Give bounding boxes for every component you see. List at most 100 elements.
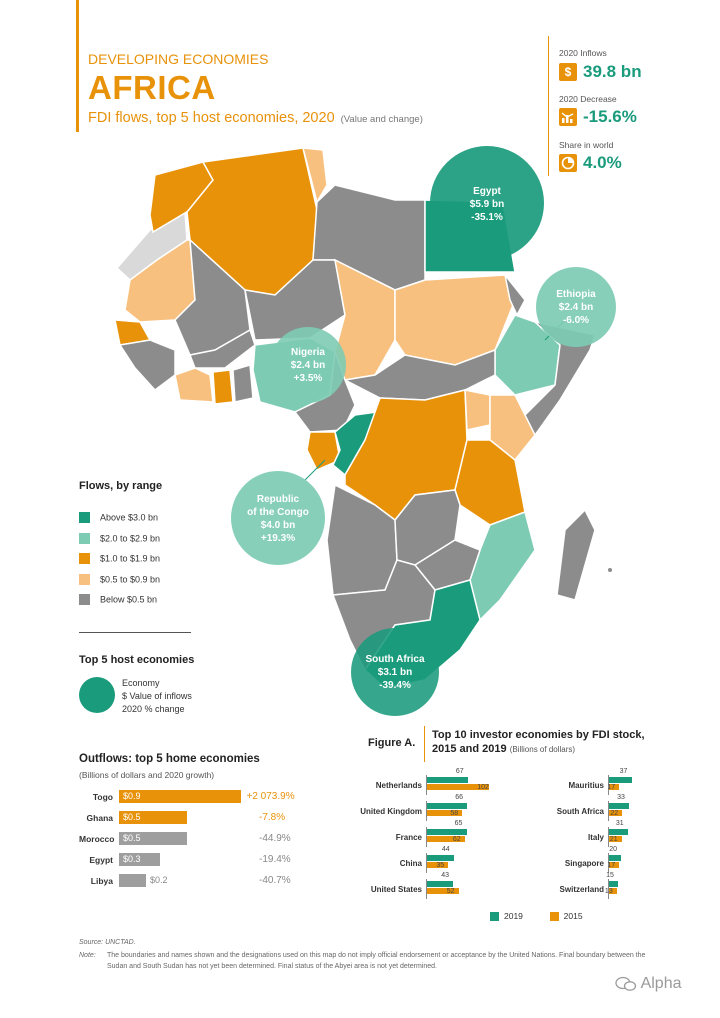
key-stats-panel: 2020 Inflows $ 39.8 bn 2020 Decrease -15… [548,36,679,176]
investor-bar-2019 [609,855,622,861]
subtitle-note: (Value and change) [340,114,423,125]
bubble-congo: Republic of the Congo $4.0 bn +19.3% [231,459,326,565]
outflow-value-label: $0.3 [123,854,141,864]
investor-row: United Kingdom 66 58 [340,794,490,821]
stat-decrease-label: 2020 Decrease [559,94,617,104]
legend-label-2015: 2015 [563,911,583,921]
investor-country-label: Mauritius [568,781,604,790]
investor-bar-2019 [427,829,467,835]
investor-axis-line [608,879,609,899]
outflow-country-label: Togo [92,792,113,802]
map-region-cote-divoire [174,367,214,403]
investor-bar-2015 [427,784,490,790]
outflow-bar [119,874,146,887]
bubble-congo-value: $4.0 bn [261,520,295,531]
figure-a-label: Figure A. [368,737,416,749]
legend-item: $2.0 to $2.9 bn [79,533,160,545]
chat-bubble-icon [615,976,637,991]
watermark: Alpha [615,975,681,993]
figure-a-title-line2: 2015 and 2019 [432,743,507,755]
investor-bar-2015 [609,862,620,868]
investor-economies-chart: Netherlands 67 102 United Kingdom 66 58 France… [340,768,680,913]
figure-a-title-line1: Top 10 investor economies by FDI stock, [432,729,645,741]
top5-key-line: 2020 % change [122,704,185,714]
stat-decrease-value: -15.6% [583,107,637,126]
footnote-text: The boundaries and names shown and the d… [107,952,646,970]
legend-item: Above $3.0 bn [79,512,158,524]
source-note: Source: UNCTAD. [79,939,136,946]
investor-value-label: 37 [619,768,628,775]
outflows-subtitle: (Billions of dollars and 2020 growth) [79,770,215,780]
investor-axis-line [426,827,427,847]
investor-country-label: China [399,859,422,868]
investor-axis-line [608,827,609,847]
outflow-row: Morocco $0.5 -44.9% [79,832,339,846]
investor-axis-line [608,853,609,873]
investor-bar-2019 [609,829,628,835]
investor-value-label: 67 [455,768,464,775]
outflow-bar [119,853,160,866]
figure-a-unit: (Billions of dollars) [509,745,576,754]
stat-inflows-label: 2020 Inflows [559,48,607,58]
bubble-nigeria: Nigeria $2.4 bn +3.5% [270,327,346,403]
legend-title: Flows, by range [79,480,163,492]
subtitle-text: FDI flows, top 5 host economies, 2020 [88,110,335,126]
investor-bar-2015 [427,862,449,868]
bubble-nigeria-name: Nigeria [291,347,325,358]
map-region-togo-benin [232,364,254,403]
investor-bar-2019 [609,881,619,887]
bubble-south-africa-value: $3.1 bn [378,667,412,678]
investor-bar-2015 [427,836,465,842]
top5-title: Top 5 host economies [79,654,195,666]
map-region-madagascar [556,508,596,601]
investor-row: Italy 31 21 [522,820,672,847]
investor-country-label: South Africa [556,807,604,816]
investor-bar-2015 [609,836,622,842]
decrease-chart-icon [559,108,577,126]
outflow-value-label: $0.9 [123,791,141,801]
investor-bar-2019 [609,803,630,809]
outflow-country-label: Ghana [86,813,113,823]
investor-row: South Africa 33 22 [522,794,672,821]
investor-value-label: 31 [615,820,624,827]
investor-country-label: France [395,833,422,842]
bubble-nigeria-value: $2.4 bn [291,360,325,371]
outflow-row: Egypt $0.3 -19.4% [79,853,339,867]
legend-label: Above $3.0 bn [100,512,159,523]
legend-swatch [79,533,90,545]
investor-bar-2019 [427,803,468,809]
investor-bar-2019 [609,777,632,783]
investor-row: China 44 35 [340,846,490,873]
bubble-egypt-value: $5.9 bn [470,199,504,210]
top5-key-line: $ Value of inflows [122,691,192,701]
legend-swatch-2019 [490,912,499,922]
page-title: AFRICA [88,69,216,106]
header-accent-bar [76,0,79,132]
investor-country-label: United States [370,885,422,894]
outflow-bar [119,790,241,803]
legend-label: $2.0 to $2.9 bn [100,533,161,544]
map-region-tunisia [302,147,328,204]
investor-value-label: 58 [450,810,459,817]
outflow-growth-label: -40.7% [259,875,291,886]
map-region-gabon [306,431,341,471]
map-region-mozambique [469,511,536,622]
investor-value-label: 33 [617,794,625,801]
investor-country-label: United Kingdom [360,807,422,816]
investor-axis-line [426,879,427,899]
investor-country-label: Switzerland [559,885,604,894]
investor-country-label: Singapore [564,859,604,868]
figure-a-accent-bar [424,726,425,762]
investor-axis-line [608,775,609,795]
investor-bar-2015 [609,784,620,790]
bubble-ethiopia-name: Ethiopia [556,289,596,300]
investor-bar-2015 [609,810,623,816]
legend-swatch [79,574,90,586]
figure-a-title: Top 10 investor economies by FDI stock, … [432,728,645,757]
legend-item: $1.0 to $1.9 bn [79,553,160,565]
bubble-congo-name-1: Republic [257,494,300,505]
investor-value-label: 65 [454,820,463,827]
legend-item: Below $0.5 bn [79,594,157,606]
investor-axis-line [608,801,609,821]
investor-bar-2019 [427,855,454,861]
